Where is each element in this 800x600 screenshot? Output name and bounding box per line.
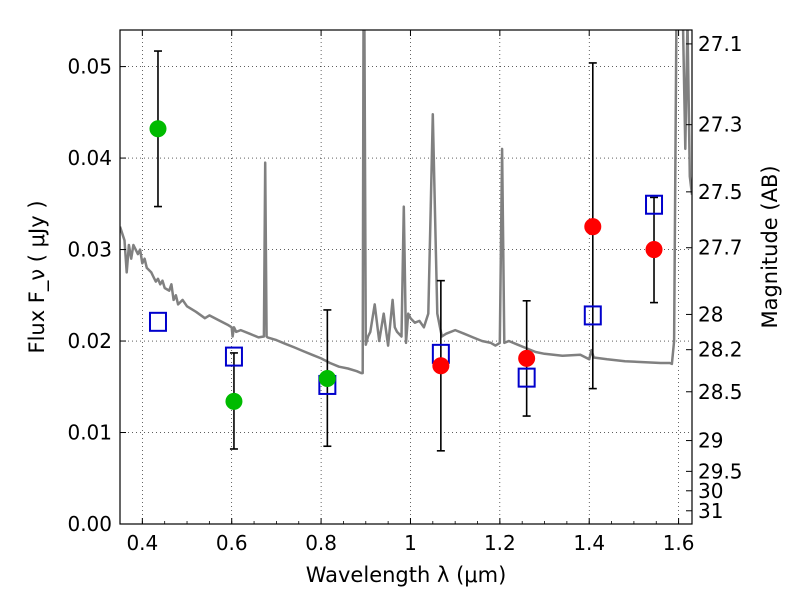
observed-point [645,241,663,259]
model-point [645,194,664,215]
observed-point [432,357,450,375]
model-point [517,367,536,388]
observed-point [584,218,602,236]
y-tick-label: 0.05 [67,55,112,79]
y-tick-label: 0.02 [67,329,112,353]
y-tick-label: 0.01 [67,421,112,445]
mag-tick-label: 29.5 [698,459,743,483]
model-point [148,311,167,332]
mag-tick-label: 28.2 [698,338,743,362]
mag-tick-label: 27.7 [698,236,743,260]
observed-point [518,349,536,367]
mag-tick-label: 30 [698,479,723,503]
mag-tick-label: 28 [698,302,723,326]
y-tick-label: 0.03 [67,238,112,262]
observed-point [149,120,167,138]
plot-frame [119,29,693,525]
model-point [583,305,602,326]
mag-tick-label: 28.5 [698,380,743,404]
error-bars [153,50,659,452]
mag-tick-label: 31 [698,499,723,523]
spectrum-line [120,30,692,375]
observed-points [149,120,663,410]
model-spectrum [120,30,692,375]
y-tick-label: 0.04 [67,146,112,170]
x-tick-label: 0.4 [126,531,158,555]
x-tick-label: 1.2 [484,531,516,555]
model-point [224,346,243,367]
x-tick-label: 0.6 [216,531,248,555]
x-tick-label: 1.6 [663,531,695,555]
mag-tick-label: 27.5 [698,180,743,204]
observed-point [318,370,336,388]
x-axis-title: Wavelength λ (μm) [306,563,507,587]
y-tick-label: 0.00 [67,512,112,536]
x-tick-label: 1.4 [573,531,605,555]
mag-tick-label: 27.3 [698,113,743,137]
grid [120,30,692,524]
x-tick-label: 0.8 [305,531,337,555]
right-axis-title: Magnitude (AB) [758,165,782,328]
x-tick-label: 1 [404,531,417,555]
observed-point [225,392,243,410]
axis-ticks: 0.4 0.6 0.8 1 1.2 1.4 1.6 0.00 0.01 0.02 0.03 0.04 0… [67,30,743,555]
mag-tick-label: 29 [698,429,723,453]
y-axis-title: Flux F_ν ( μJy ) [25,200,50,353]
mag-tick-label: 27.1 [698,32,743,56]
